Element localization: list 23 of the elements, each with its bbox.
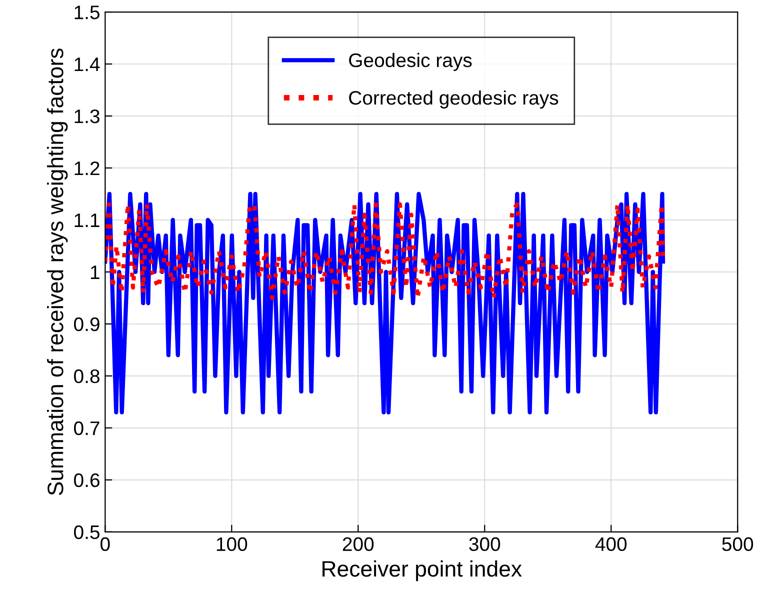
y-tick-label: 0.9 (74, 317, 100, 332)
x-tick-label: 500 (722, 537, 754, 552)
y-axis-title: Summation of received rays weighting factors (46, 48, 68, 496)
y-tick-label: 1 (90, 266, 100, 279)
legend-label: Geodesic rays (349, 52, 472, 72)
x-tick-label: 400 (595, 537, 627, 552)
y-tick-label: 0.7 (74, 421, 100, 436)
y-tick-label: 0.8 (74, 369, 100, 384)
x-axis-title: Receiver point index (322, 560, 522, 582)
legend-label: Corrected geodesic rays (349, 90, 558, 109)
line-series (105, 192, 666, 414)
y-tick-label: 0.6 (74, 473, 100, 488)
y-tick-label: 0.5 (74, 525, 100, 540)
line-series (105, 202, 666, 300)
x-tick-label: 100 (216, 537, 248, 552)
y-tick-label: 1.1 (74, 214, 100, 228)
y-tick-label: 1.5 (74, 6, 100, 20)
y-tick-label: 1.4 (74, 58, 100, 72)
x-tick-label: 200 (342, 537, 374, 552)
x-tick-label: 0 (100, 537, 110, 552)
y-tick-label: 1.3 (74, 109, 100, 124)
x-tick-label: 300 (469, 537, 500, 552)
y-tick-label: 1.2 (74, 161, 100, 176)
